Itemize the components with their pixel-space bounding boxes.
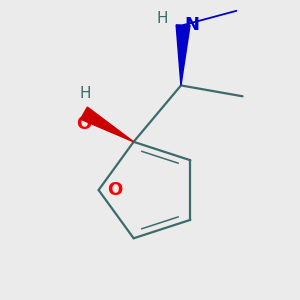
Text: O: O: [76, 115, 92, 133]
Text: H: H: [80, 86, 91, 101]
Text: N: N: [185, 16, 200, 34]
Polygon shape: [80, 107, 134, 142]
Text: O: O: [107, 181, 122, 199]
Polygon shape: [176, 25, 190, 85]
Text: H: H: [157, 11, 168, 26]
